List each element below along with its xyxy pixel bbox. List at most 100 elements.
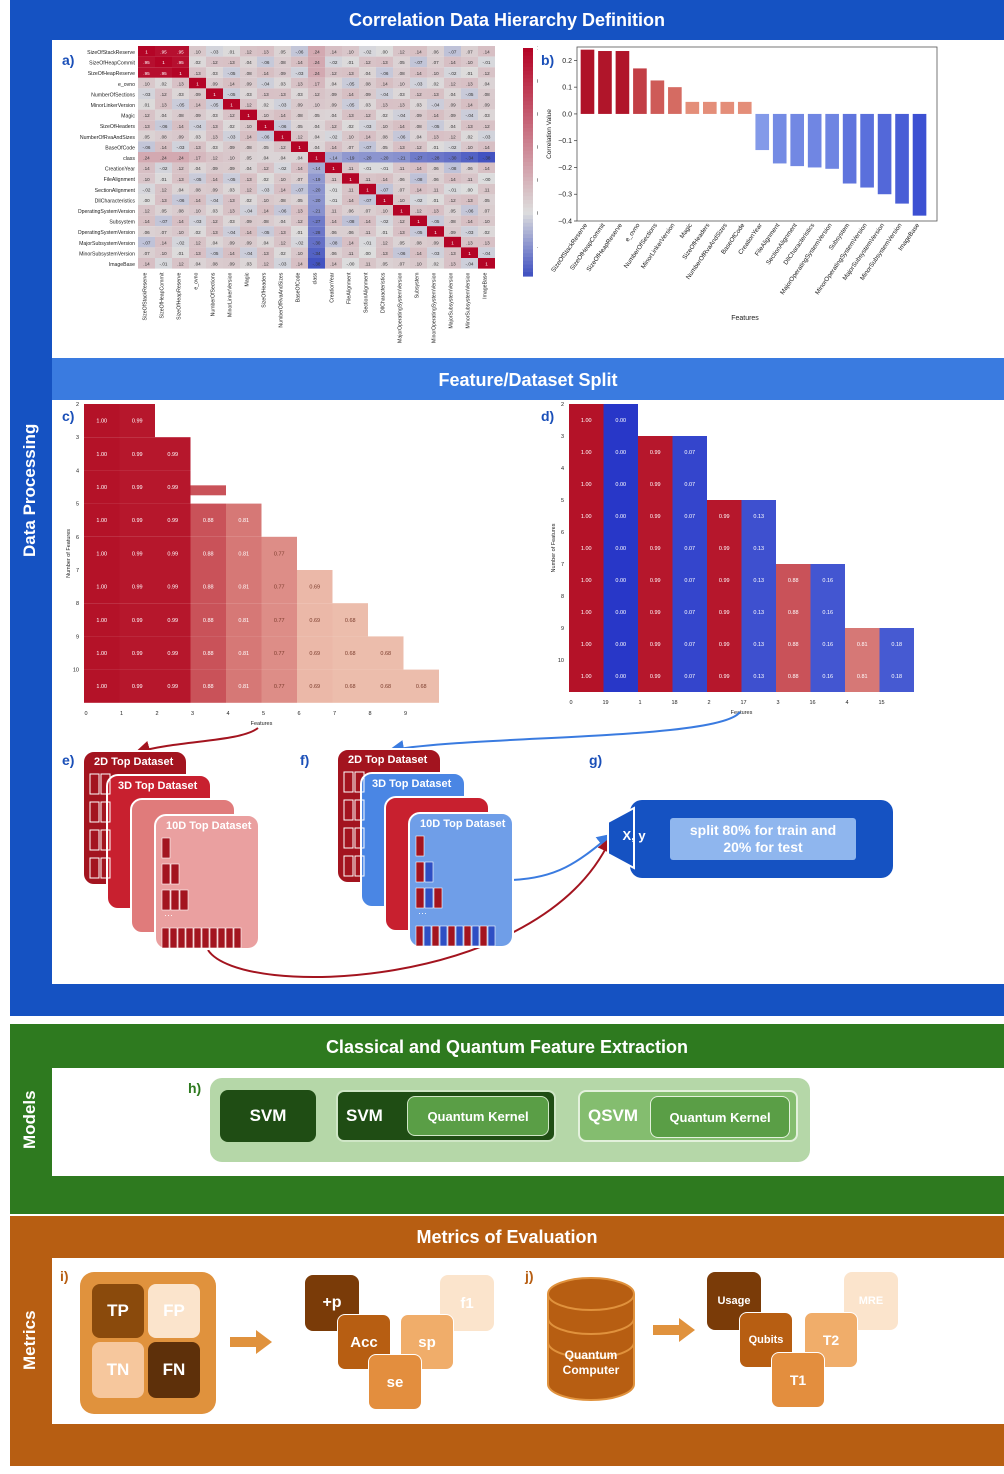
- heatmap-cell: [444, 183, 461, 195]
- qsvm-label: QSVM: [588, 1106, 639, 1125]
- heatmap-cell-value: .05: [245, 156, 252, 161]
- heatmap-cell-value: 0.81: [238, 651, 249, 657]
- heatmap-cell: [359, 152, 376, 163]
- heatmap-cell: [155, 215, 172, 227]
- heatmap-col-label: MinorOperatingSystemVersion: [432, 272, 438, 342]
- heatmap-cell: [478, 99, 495, 110]
- heatmap-cell: [325, 194, 342, 205]
- split-header-bar: [52, 358, 1004, 400]
- heatmap-cell: [172, 46, 189, 57]
- heatmap-col-label: SectionAlignment: [364, 272, 370, 313]
- colorbar-tick-label: 0.2: [537, 178, 538, 184]
- dataset-feature-cell: [424, 887, 434, 909]
- heatmap-cell: [274, 130, 291, 142]
- heatmap-cell-value: .14: [415, 166, 422, 171]
- heatmap-cell: [325, 56, 342, 68]
- heatmap-cell-value: .08: [211, 262, 218, 267]
- heatmap-cell-value: .04: [313, 124, 320, 129]
- heatmap-cell-value: 0.99: [650, 578, 661, 584]
- heatmap-cell-value: .07: [398, 187, 405, 192]
- heatmap-row-label: Magic: [121, 114, 135, 120]
- heatmap-cell-value: .11: [330, 209, 336, 214]
- colorbar-segment: [523, 257, 533, 262]
- heatmap-cell-value: .12: [449, 198, 456, 203]
- heatmap-cell-value: .11: [398, 166, 404, 171]
- heatmap-cell: [189, 99, 206, 110]
- heatmap-cell-value: .08: [415, 240, 422, 245]
- bar: [580, 49, 595, 114]
- heatmap-cell-value: .12: [211, 219, 218, 224]
- heatmap-cell-value: 0.88: [788, 610, 799, 616]
- heatmap-cell-value: 0.68: [380, 651, 391, 657]
- heatmap-cell-value: 0.99: [650, 546, 661, 552]
- heatmap-cell: [325, 173, 342, 184]
- heatmap-cell: [257, 194, 274, 205]
- heatmap-cell: [393, 162, 410, 174]
- heatmap-cell: [776, 596, 811, 628]
- heatmap-cell-value: .12: [279, 240, 286, 245]
- heatmap-cell-value: .08: [245, 145, 252, 150]
- heatmap-cell: [427, 205, 444, 216]
- heatmap-cell-value: .03: [211, 209, 218, 214]
- heatmap-cell: [308, 56, 325, 68]
- heatmap-cell-value: -.04: [483, 251, 491, 256]
- heatmap-cell: [325, 236, 342, 248]
- heatmap-cell: [376, 236, 393, 248]
- x-tick-label: 4: [226, 711, 229, 717]
- heatmap-row-label: MinorSubsystemVersion: [79, 251, 135, 257]
- dataset-feature-cell: [415, 887, 425, 909]
- heatmap-cell-value: .03: [364, 103, 371, 108]
- heatmap-cell-value: -.05: [415, 230, 423, 235]
- heatmap-cell-value: -.04: [398, 113, 406, 118]
- heatmap-cell: [297, 570, 333, 604]
- y-tick-label: 2: [76, 402, 79, 408]
- heatmap-cell: [308, 194, 325, 205]
- dataset-row: [89, 829, 100, 851]
- heatmap-cell: [138, 56, 155, 68]
- dataset-feature-cell: [415, 861, 425, 883]
- heatmap-cell: [427, 67, 444, 78]
- heatmap-cell-value: 0.99: [132, 485, 143, 491]
- bar: [912, 113, 927, 216]
- heatmap-row-label: MajorSubsystemVersion: [79, 241, 135, 247]
- colorbar-segment: [523, 162, 533, 167]
- heatmap-cell-value: 0.88: [203, 585, 214, 591]
- x-tick-label: 6: [297, 711, 300, 717]
- heatmap-cell: [427, 46, 444, 57]
- heatmap-cell-value: .12: [262, 166, 269, 171]
- x-tick-label: 16: [809, 700, 815, 706]
- heatmap-row-label: CreationYear: [105, 167, 135, 173]
- heatmap-cell-value: -.34: [313, 251, 321, 256]
- heatmap-cell: [240, 130, 257, 142]
- heatmap-cell-value: .08: [279, 198, 286, 203]
- heatmap-cell: [325, 247, 342, 258]
- heatmap-cell: [325, 120, 342, 131]
- heatmap-cell: [138, 183, 155, 195]
- heatmap-cell: [359, 247, 376, 258]
- heatmap-cell: [707, 660, 742, 692]
- heatmap-cell: [478, 141, 495, 152]
- heatmap-cell: [240, 258, 257, 269]
- heatmap-cell: [810, 660, 845, 692]
- heatmap-cell-value: .14: [415, 71, 422, 76]
- heatmap-cell: [444, 205, 461, 216]
- heatmap-cell: [376, 99, 393, 110]
- heatmap-cell: [138, 120, 155, 131]
- heatmap-cell-value: .09: [228, 240, 235, 245]
- heatmap-cell-value: .13: [160, 103, 167, 108]
- heatmap-cell: [223, 88, 240, 99]
- heatmap-cell: [342, 141, 359, 152]
- heatmap-cell: [427, 130, 444, 142]
- heatmap-cell-value: .05: [296, 124, 303, 129]
- heatmap-cell-value: .10: [177, 230, 184, 235]
- y-tick-label: −0.1: [558, 138, 572, 145]
- heatmap-cell-value: 0.99: [719, 578, 730, 584]
- heatmap-cell: [638, 564, 673, 596]
- heatmap-cell: [359, 130, 376, 142]
- y-tick-label: 6: [76, 535, 79, 541]
- heatmap-cell-value: .02: [194, 60, 201, 65]
- dataset-feature-cell: [479, 925, 488, 947]
- heatmap-cell: [190, 603, 226, 637]
- dataset-feature-cell: [217, 927, 226, 949]
- heatmap-cell-value: .03: [398, 92, 405, 97]
